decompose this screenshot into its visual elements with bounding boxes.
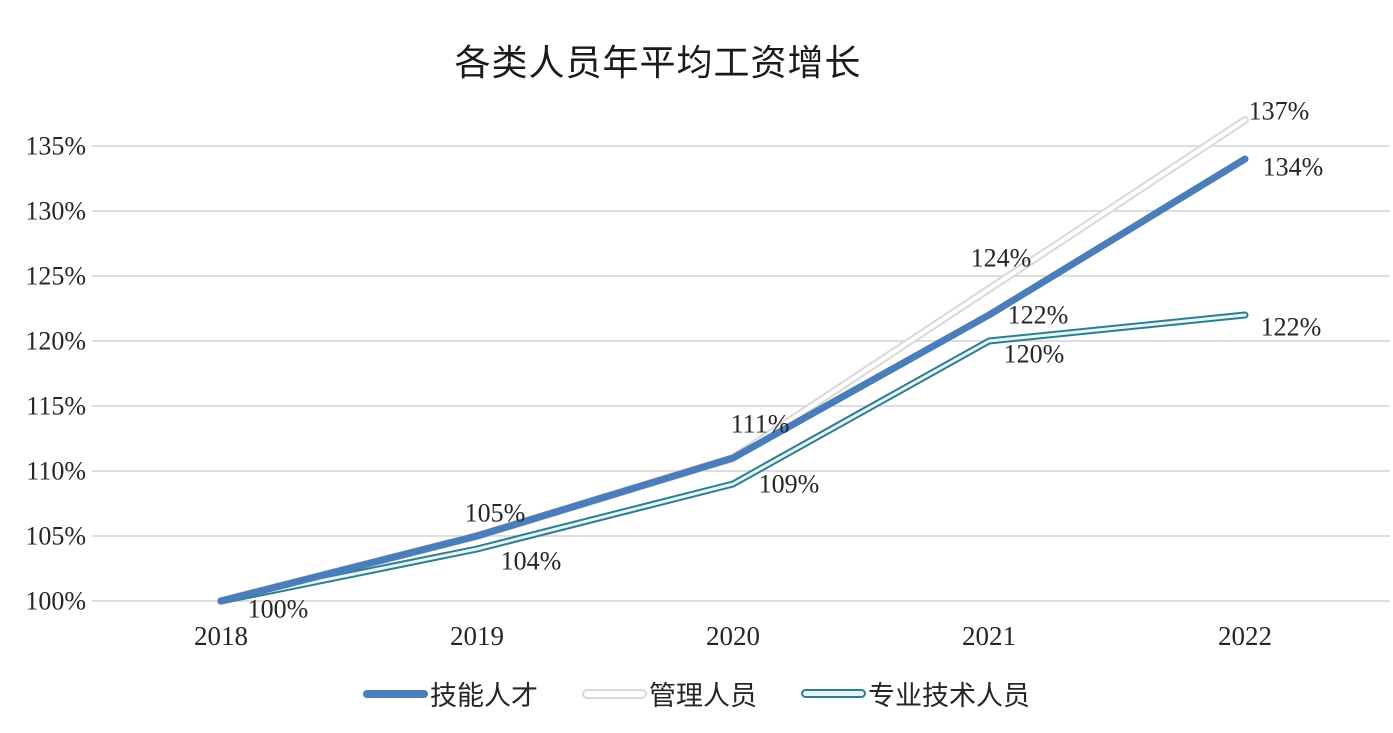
data-label-professional-technical: 104% [501, 547, 562, 576]
legend-swatch-solid-line-icon [363, 689, 428, 698]
data-label-professional-technical: 109% [759, 470, 820, 499]
y-axis-tick-label: 100% [25, 587, 86, 616]
data-label-professional-technical: 120% [1004, 340, 1065, 369]
data-label-skilled-talent: 100% [248, 595, 309, 624]
series-line-management [217, 116, 1249, 605]
data-label-management: 124% [971, 244, 1032, 273]
series-line-skilled-talent [217, 155, 1249, 605]
data-label-professional-technical: 122% [1261, 313, 1322, 342]
y-axis-tick-label: 110% [26, 457, 86, 486]
legend: 技能人才 管理人员 专业技术人员 [0, 674, 1393, 713]
legend-item-management: 管理人员 [582, 674, 757, 713]
legend-label: 管理人员 [649, 681, 757, 711]
data-label-skilled-talent: 111% [731, 410, 790, 439]
x-axis-tick-label: 2022 [1218, 621, 1272, 651]
x-axis-tick-label: 2018 [194, 621, 248, 651]
data-label-management: 137% [1249, 97, 1310, 126]
legend-label: 技能人才 [430, 681, 538, 711]
y-axis-tick-label: 115% [26, 392, 86, 421]
y-axis-tick-label: 125% [25, 262, 86, 291]
x-axis-tick-label: 2021 [962, 621, 1016, 651]
legend-label: 专业技术人员 [868, 681, 1030, 711]
legend-item-professional-technical: 专业技术人员 [801, 674, 1030, 713]
y-axis-tick-label: 120% [25, 327, 86, 356]
legend-item-skilled-talent: 技能人才 [363, 674, 538, 713]
data-label-skilled-talent: 134% [1263, 153, 1324, 182]
chart-title: 各类人员年平均工资增长 [454, 43, 862, 83]
series-line-inner-professional-technical [219, 313, 1247, 603]
x-axis-tick-label: 2019 [450, 621, 504, 651]
y-axis-tick-label: 130% [25, 197, 86, 226]
legend-swatch-outlined-line-icon [801, 689, 866, 698]
y-axis-tick-label: 105% [25, 522, 86, 551]
data-label-skilled-talent: 122% [1008, 301, 1069, 330]
legend-swatch-outlined-line-icon [582, 688, 647, 699]
data-label-skilled-talent: 105% [465, 499, 526, 528]
y-axis-tick-label: 135% [25, 132, 86, 161]
x-axis-tick-label: 2020 [706, 621, 760, 651]
series-line-inner-management [219, 118, 1247, 603]
